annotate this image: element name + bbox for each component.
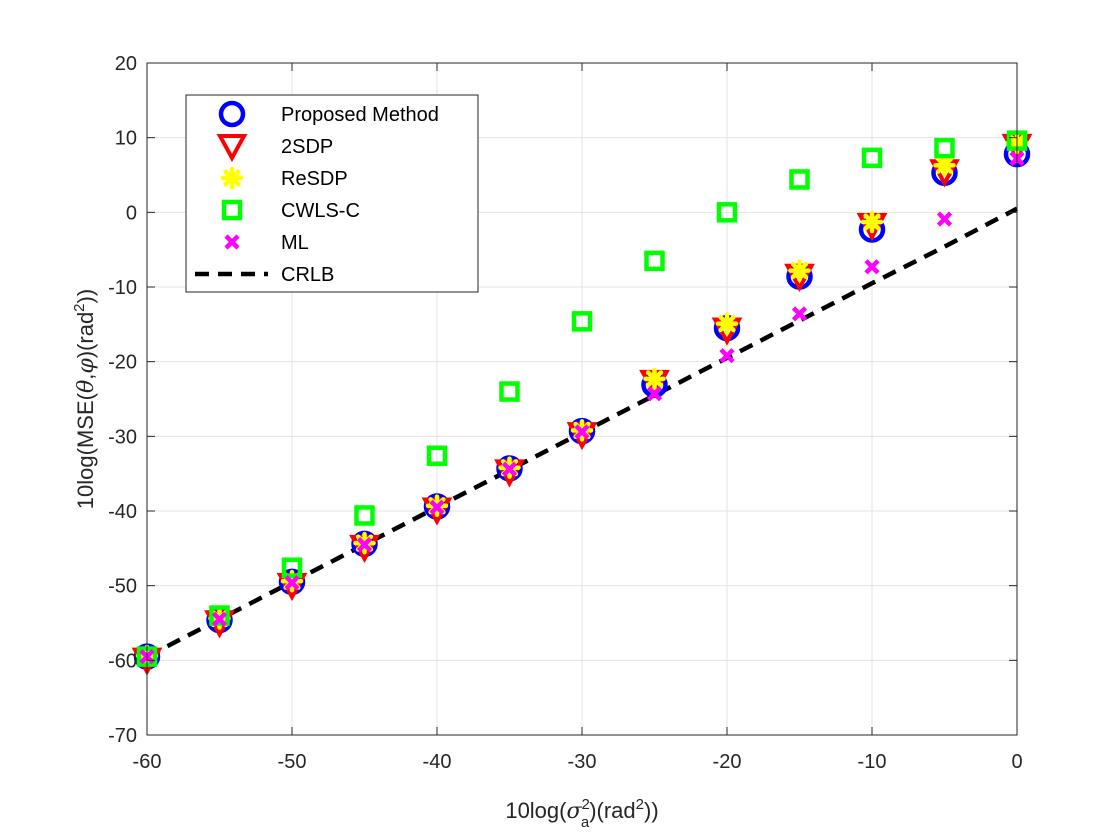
- legend-label: Proposed Method: [281, 104, 439, 126]
- data-point: [281, 557, 303, 578]
- x-tick-label: -40: [423, 751, 452, 773]
- x-stroke: [356, 537, 373, 553]
- data-point: [716, 202, 738, 223]
- x-stroke: [574, 424, 590, 440]
- y-tick-label: -50: [108, 576, 137, 598]
- asterisk-stroke: [790, 261, 809, 280]
- x-stroke: [646, 386, 663, 402]
- data-point: [788, 259, 811, 282]
- series-ml: [139, 150, 1025, 665]
- x-tick-label: 0: [1011, 751, 1022, 773]
- data-point: [789, 169, 810, 190]
- data-point: [574, 424, 590, 440]
- legend-item: Proposed Method: [218, 100, 439, 128]
- data-point: [934, 137, 955, 159]
- legend-item: 2SDP: [216, 134, 333, 163]
- x-tick-label: -20: [713, 751, 742, 773]
- data-point: [354, 505, 375, 526]
- y-tick-label: -10: [108, 277, 137, 299]
- asterisk-stroke: [645, 370, 664, 388]
- data-point: [719, 348, 735, 364]
- asterisk-stroke: [935, 156, 954, 174]
- legend-marker: [218, 100, 246, 128]
- data-point: [644, 250, 665, 272]
- legend-label: ReSDP: [281, 168, 348, 190]
- legend-marker: [224, 234, 240, 250]
- x-tick-label: -60: [133, 751, 162, 773]
- data-point: [861, 147, 883, 169]
- y-tick-label: -40: [108, 501, 137, 523]
- data-point: [356, 537, 373, 553]
- x-tick-label: -50: [278, 751, 307, 773]
- data-point: [209, 605, 230, 626]
- legend-marker: [216, 134, 248, 163]
- data-point: [646, 386, 663, 402]
- data-point: [571, 311, 593, 332]
- x-stroke: [791, 306, 808, 322]
- x-stroke: [719, 348, 735, 364]
- data-point: [643, 367, 666, 391]
- x-axis-title: 10log(σ2 a)(rad2)): [505, 796, 658, 831]
- legend-marker: [221, 199, 243, 221]
- data-point: [211, 611, 228, 627]
- legend-label: 2SDP: [281, 136, 333, 158]
- asterisk-stroke: [223, 169, 241, 187]
- legend-item: ML: [224, 232, 309, 254]
- legend-box: [185, 94, 479, 293]
- x-stroke: [936, 211, 953, 227]
- legend: Proposed Method 2SDP ReSDP CWLS-C ML CRLB: [185, 94, 479, 293]
- x-tick-label: -30: [568, 751, 597, 773]
- legend-label: CRLB: [281, 264, 334, 286]
- y-tick-label: 20: [115, 53, 137, 75]
- x-stroke: [501, 461, 518, 477]
- x-stroke: [864, 259, 880, 275]
- data-point: [426, 445, 448, 466]
- y-tick-label: 0: [126, 202, 137, 224]
- data-point: [499, 381, 520, 402]
- x-stroke: [211, 611, 228, 627]
- y-tick-label: -30: [108, 426, 137, 448]
- x-stroke: [429, 499, 445, 515]
- data-point: [860, 210, 884, 234]
- legend-label: ML: [281, 232, 309, 254]
- legend-marker: [220, 166, 244, 190]
- legend-item: ReSDP: [220, 166, 348, 190]
- asterisk-stroke: [718, 314, 736, 333]
- y-tick-label: -70: [108, 725, 137, 747]
- data-point: [864, 259, 880, 275]
- data-point: [933, 154, 956, 177]
- y-tick-label: -60: [108, 650, 137, 672]
- data-point: [791, 306, 808, 322]
- data-point: [936, 211, 953, 227]
- legend-item: CRLB: [195, 264, 334, 286]
- legend-label: CWLS-C: [281, 200, 360, 222]
- legend-item: CWLS-C: [221, 199, 360, 222]
- x-stroke: [284, 575, 300, 591]
- axis-ticks: -60 -50 -40 -30 -20 -10 0 -70 -60 -50 -40 -30 -20 -10…: [108, 53, 1022, 773]
- data-point: [284, 575, 300, 591]
- data-point: [429, 499, 445, 515]
- y-tick-label: 10: [115, 128, 137, 150]
- x-stroke: [224, 234, 240, 250]
- data-point: [501, 461, 518, 477]
- asterisk-stroke: [863, 213, 881, 231]
- y-axis-title: 10log(MSE(θ,φ)(rad2)): [71, 289, 99, 509]
- y-tick-label: -20: [108, 352, 137, 374]
- data-point: [715, 312, 739, 335]
- x-tick-label: -10: [858, 751, 887, 773]
